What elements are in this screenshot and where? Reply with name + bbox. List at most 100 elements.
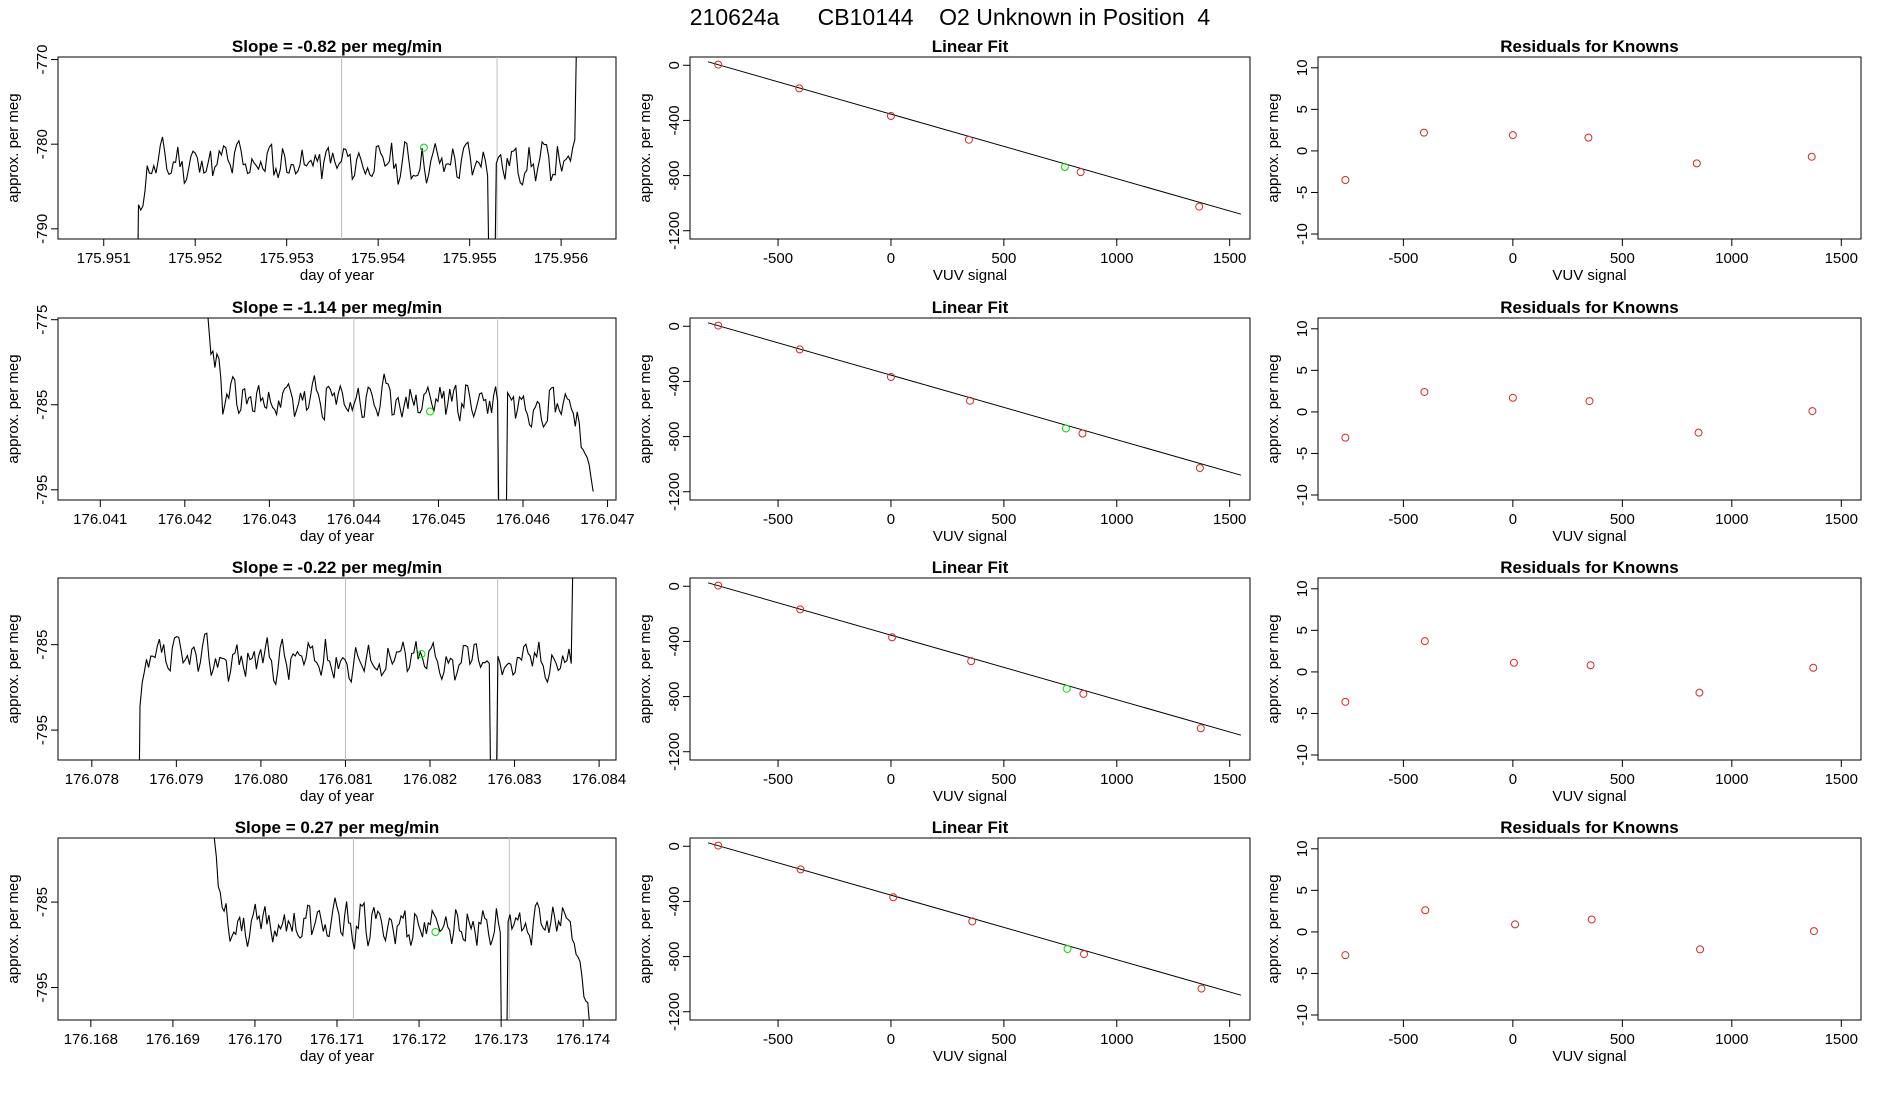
known-point (1197, 984, 1206, 993)
y-tick-label: -800 (666, 422, 683, 452)
x-tick-label: 1500 (1825, 771, 1858, 788)
y-tick-label: 10 (1294, 59, 1311, 76)
y-tick-label: -800 (666, 942, 683, 972)
plot-frame (57, 577, 617, 761)
y-tick-label: 10 (1294, 580, 1311, 597)
y-tick-label: -400 (666, 366, 683, 396)
y-axis-label: approx. per meg (5, 614, 22, 723)
data-layer (707, 841, 1242, 996)
x-tick-label: 0 (887, 511, 895, 528)
y-tick-label: 0 (666, 322, 683, 330)
data-layer (707, 60, 1242, 215)
series-line (137, 57, 577, 239)
known-point (967, 657, 976, 666)
y-tick-label: 0 (1294, 147, 1311, 155)
y-tick-label: -5 (1294, 967, 1311, 980)
x-tick-label: 0 (887, 771, 895, 788)
x-axis-label: VUV signal (933, 1048, 1007, 1065)
known-point (714, 60, 723, 69)
y-tick-label: -400 (666, 886, 683, 916)
x-tick-label: 500 (1610, 250, 1635, 267)
x-tick-label: 0 (887, 1031, 895, 1048)
x-tick-label: 1000 (1715, 511, 1748, 528)
y-tick-label: -800 (666, 682, 683, 712)
panel-title: Linear Fit (932, 558, 1009, 577)
panel-time-4: Slope = 0.27 per meg/min 176.168 176.169 17… (5, 818, 617, 1065)
y-axis-label: approx. per meg (637, 354, 654, 463)
known-point (964, 135, 973, 144)
series-line (138, 578, 574, 760)
y-tick-label: -795 (34, 973, 51, 1003)
known-point (1195, 202, 1204, 211)
x-tick-label: 0 (1509, 250, 1517, 267)
data-layer (1341, 906, 1818, 960)
fit-line (707, 582, 1242, 736)
x-tick-label: 500 (991, 250, 1016, 267)
residual-point (1341, 433, 1350, 442)
x-tick-label: 1500 (1825, 511, 1858, 528)
x-tick-label: 176.043 (242, 511, 296, 528)
residual-point (1508, 131, 1517, 140)
y-axis-label: approx. per meg (637, 93, 654, 202)
panel-title: Linear Fit (932, 37, 1009, 56)
x-tick-label: 1500 (1825, 1031, 1858, 1048)
x-tick-label: 500 (991, 771, 1016, 788)
panel-title: Linear Fit (932, 298, 1009, 317)
y-axis-label: approx. per meg (1265, 354, 1282, 463)
fit-line (707, 322, 1242, 476)
plot-frame (1317, 577, 1862, 761)
x-axis-label: VUV signal (1552, 267, 1626, 284)
data-layer (1341, 128, 1816, 184)
y-tick-label: -10 (1294, 1004, 1311, 1026)
x-tick-label: -500 (763, 771, 793, 788)
x-tick-label: 500 (1610, 511, 1635, 528)
y-tick-label: 0 (1294, 408, 1311, 416)
x-axis-label: VUV signal (933, 788, 1007, 805)
data-layer (207, 318, 594, 500)
x-tick-label: 176.172 (392, 1031, 446, 1048)
series-line (207, 318, 594, 500)
series-line (213, 838, 590, 1020)
plot-frame (1317, 317, 1862, 501)
panel-time-3: Slope = -0.22 per meg/min 176.078 176.079 1… (5, 558, 626, 805)
y-tick-label: 5 (1294, 886, 1311, 894)
x-tick-label: 0 (1509, 771, 1517, 788)
known-point (886, 112, 895, 121)
residual-point (1695, 688, 1704, 697)
x-axis-label: day of year (300, 267, 374, 284)
x-tick-label: 176.045 (411, 511, 465, 528)
panel-fit-1: Linear Fit -500 0 500 1000 1500 VUV signal 0 -40… (637, 37, 1251, 284)
residual-point (1584, 133, 1593, 142)
residual-point (1586, 661, 1595, 670)
plot-frame (1317, 837, 1862, 1021)
known-point (714, 581, 723, 590)
panel-resid-1: Residuals for Knowns -500 0 500 1000 1500 VUV … (1265, 37, 1862, 284)
x-tick-label: 176.079 (149, 771, 203, 788)
x-tick-label: 1000 (1100, 1031, 1133, 1048)
x-tick-label: 0 (1509, 511, 1517, 528)
x-tick-label: -500 (763, 1031, 793, 1048)
residual-point (1808, 407, 1817, 416)
panel-time-1: Slope = -0.82 per meg/min 175.951 175.952 1… (5, 37, 617, 284)
x-axis-label: day of year (300, 788, 374, 805)
plot-frame (689, 837, 1251, 1021)
panel-title: Slope = -1.14 per meg/min (232, 298, 442, 317)
unknown-marker (426, 407, 434, 416)
y-tick-label: -5 (1294, 447, 1311, 460)
x-tick-label: 500 (991, 511, 1016, 528)
x-tick-label: 176.084 (572, 771, 626, 788)
panel-resid-3: Residuals for Knowns -500 0 500 1000 1500 VUV … (1265, 558, 1862, 805)
residual-point (1341, 697, 1350, 706)
y-tick-label: -400 (666, 626, 683, 656)
x-axis-label: day of year (300, 528, 374, 545)
x-tick-label: 1000 (1715, 1031, 1748, 1048)
data-layer (707, 321, 1242, 476)
x-tick-label: 1000 (1100, 511, 1133, 528)
panel-title: Linear Fit (932, 818, 1009, 837)
unknown-marker (417, 650, 426, 659)
residual-point (1585, 397, 1594, 406)
y-tick-label: -10 (1294, 744, 1311, 766)
y-axis-label: approx. per meg (1265, 874, 1282, 983)
x-axis-label: VUV signal (1552, 528, 1626, 545)
